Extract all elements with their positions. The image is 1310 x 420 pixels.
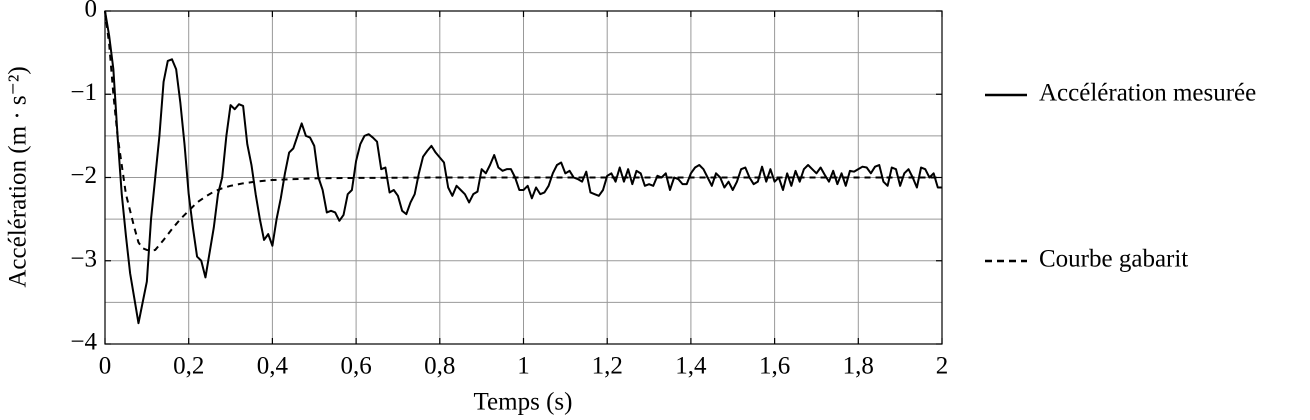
x-tick-label: 0,6: [340, 353, 371, 380]
legend-label: Courbe gabarit: [1039, 246, 1188, 273]
x-tick-label: 1,6: [759, 353, 790, 380]
x-tick-label: 0: [99, 353, 112, 380]
x-tick-label: 1: [517, 353, 530, 380]
y-tick-label: 0: [85, 0, 98, 23]
y-tick-label: −2: [70, 162, 97, 189]
x-tick-label: 0,4: [257, 353, 289, 380]
x-tick-label: 0,8: [424, 353, 455, 380]
x-tick-label: 0,2: [173, 353, 204, 380]
y-tick-label: −1: [70, 79, 97, 106]
legend-label: Accélération mesurée: [1039, 80, 1256, 107]
x-tick-label: 2: [936, 353, 949, 380]
x-tick-label: 1,8: [843, 353, 874, 380]
data-line: [104, 10, 942, 325]
x-axis-label: Temps (s): [474, 389, 573, 416]
data-line: [104, 10, 942, 252]
y-tick-label: −4: [70, 329, 97, 356]
x-tick-label: 1,4: [675, 353, 707, 380]
y-axis-label: Accélération (m · s⁻²): [5, 66, 32, 287]
y-tick-label: −3: [70, 245, 97, 272]
x-tick-label: 1,2: [592, 353, 623, 380]
